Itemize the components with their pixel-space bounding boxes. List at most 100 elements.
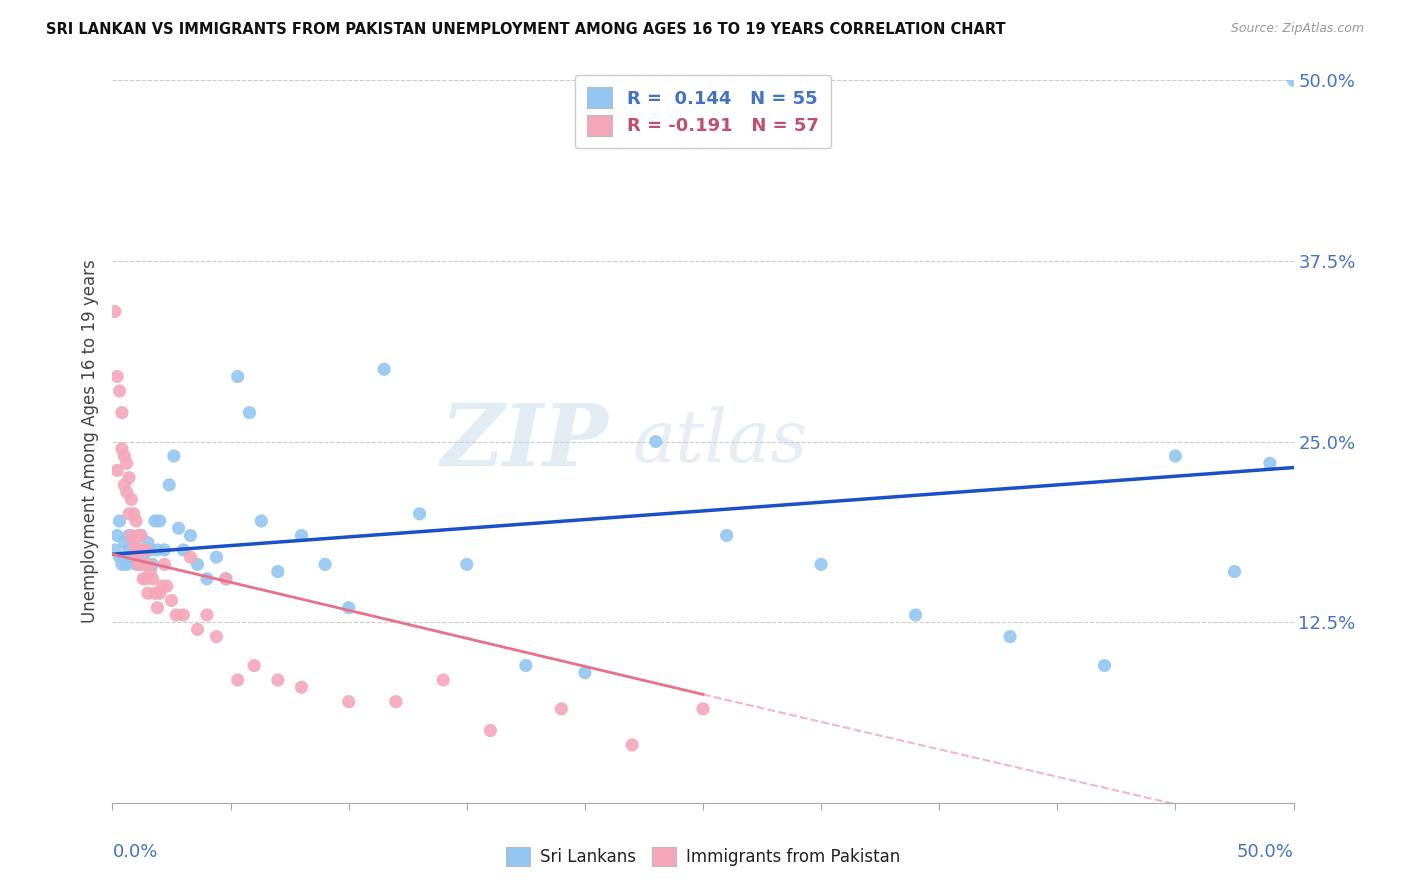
Point — [139, 565, 162, 579]
Point — [157, 478, 180, 492]
Point — [267, 565, 290, 579]
Point — [205, 630, 228, 644]
Point — [238, 406, 260, 420]
Y-axis label: Unemployment Among Ages 16 to 19 years: Unemployment Among Ages 16 to 19 years — [80, 260, 98, 624]
Point — [337, 695, 360, 709]
Point — [105, 463, 128, 477]
Point — [111, 406, 134, 420]
Point — [120, 528, 142, 542]
Point — [108, 384, 131, 398]
Point — [132, 572, 155, 586]
Point — [132, 542, 155, 557]
Point — [205, 550, 228, 565]
Point — [515, 658, 537, 673]
Point — [692, 702, 714, 716]
Point — [250, 514, 273, 528]
Text: SRI LANKAN VS IMMIGRANTS FROM PAKISTAN UNEMPLOYMENT AMONG AGES 16 TO 19 YEARS CO: SRI LANKAN VS IMMIGRANTS FROM PAKISTAN U… — [46, 22, 1007, 37]
Point — [186, 623, 208, 637]
Point — [118, 542, 141, 557]
Point — [1094, 658, 1116, 673]
Point — [226, 673, 249, 687]
Point — [810, 558, 832, 572]
Point — [432, 673, 454, 687]
Point — [112, 550, 135, 565]
Point — [290, 528, 312, 542]
Point — [129, 528, 152, 542]
Point — [122, 507, 145, 521]
Point — [156, 579, 179, 593]
Point — [149, 586, 172, 600]
Point — [143, 514, 166, 528]
Point — [574, 665, 596, 680]
Point — [125, 558, 148, 572]
Point — [125, 514, 148, 528]
Point — [149, 514, 172, 528]
Point — [120, 550, 142, 565]
Point — [267, 673, 290, 687]
Point — [904, 607, 927, 622]
Point — [337, 600, 360, 615]
Point — [120, 492, 142, 507]
Point — [150, 579, 173, 593]
Point — [118, 470, 141, 484]
Legend: R =  0.144   N = 55, R = -0.191   N = 57: R = 0.144 N = 55, R = -0.191 N = 57 — [575, 75, 831, 148]
Point — [716, 528, 738, 542]
Point — [153, 542, 176, 557]
Point — [105, 369, 128, 384]
Text: Source: ZipAtlas.com: Source: ZipAtlas.com — [1230, 22, 1364, 36]
Point — [215, 572, 238, 586]
Point — [115, 558, 138, 572]
Point — [136, 535, 159, 549]
Point — [1258, 456, 1281, 470]
Point — [644, 434, 666, 449]
Point — [135, 558, 157, 572]
Point — [179, 550, 201, 565]
Point — [290, 680, 312, 694]
Point — [112, 478, 135, 492]
Text: atlas: atlas — [633, 406, 807, 477]
Point — [132, 550, 155, 565]
Point — [129, 558, 152, 572]
Point — [118, 507, 141, 521]
Point — [172, 542, 194, 557]
Point — [226, 369, 249, 384]
Point — [998, 630, 1021, 644]
Point — [186, 558, 208, 572]
Point — [136, 558, 159, 572]
Point — [172, 607, 194, 622]
Point — [479, 723, 502, 738]
Point — [127, 528, 149, 542]
Point — [167, 521, 190, 535]
Point — [118, 528, 141, 542]
Point — [179, 528, 201, 542]
Point — [165, 607, 187, 622]
Point — [243, 658, 266, 673]
Point — [550, 702, 572, 716]
Point — [408, 507, 430, 521]
Point — [135, 542, 157, 557]
Point — [314, 558, 336, 572]
Point — [111, 558, 134, 572]
Point — [195, 607, 218, 622]
Point — [139, 542, 162, 557]
Point — [1164, 449, 1187, 463]
Point — [135, 572, 157, 586]
Point — [122, 535, 145, 549]
Point — [373, 362, 395, 376]
Point — [456, 558, 478, 572]
Point — [112, 449, 135, 463]
Legend: Sri Lankans, Immigrants from Pakistan: Sri Lankans, Immigrants from Pakistan — [498, 838, 908, 875]
Point — [104, 542, 127, 557]
Point — [142, 558, 165, 572]
Point — [1223, 565, 1246, 579]
Text: 50.0%: 50.0% — [1237, 843, 1294, 861]
Point — [153, 558, 176, 572]
Point — [163, 449, 186, 463]
Point — [125, 542, 148, 557]
Point — [195, 572, 218, 586]
Point — [1282, 73, 1305, 87]
Text: ZIP: ZIP — [440, 400, 609, 483]
Point — [385, 695, 408, 709]
Point — [142, 572, 165, 586]
Point — [122, 535, 145, 549]
